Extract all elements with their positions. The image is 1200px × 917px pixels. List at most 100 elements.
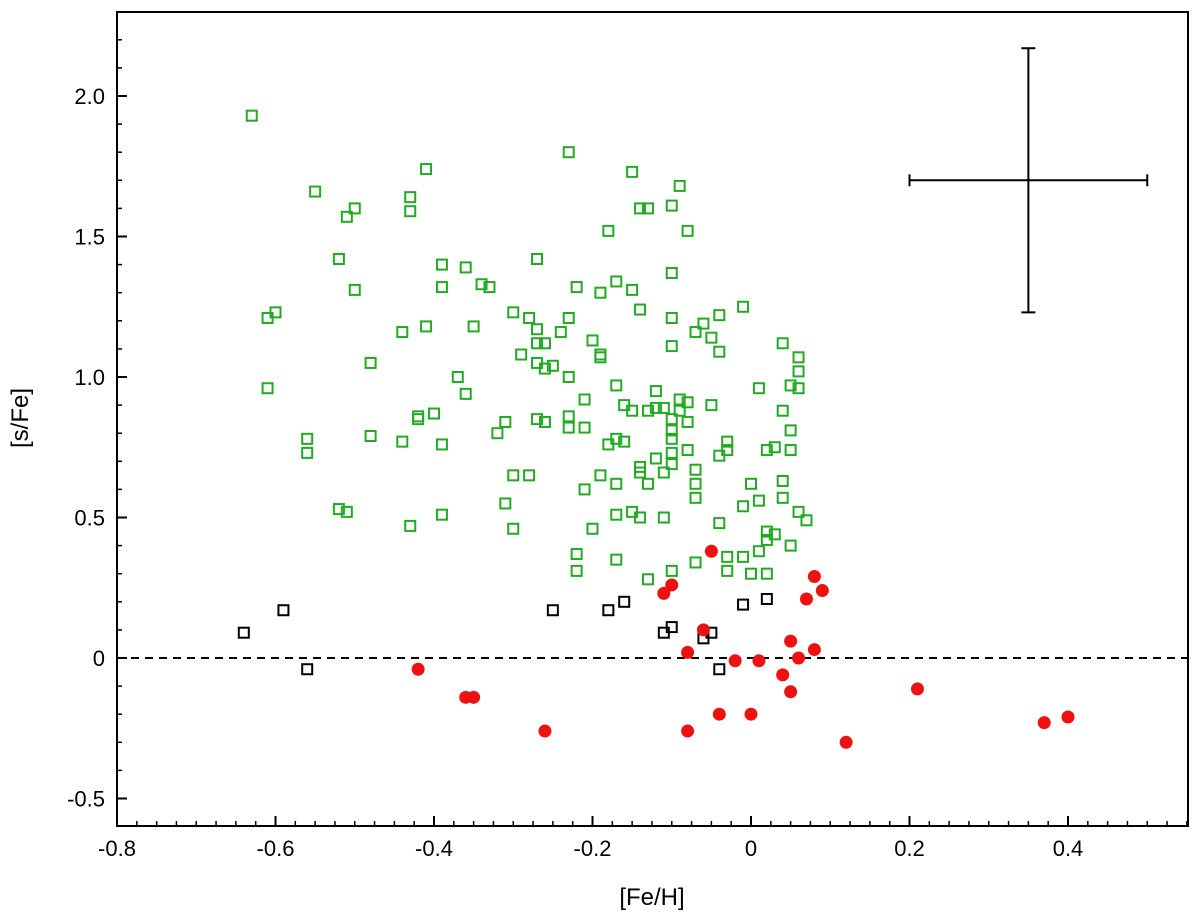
data-point bbox=[665, 446, 678, 459]
data-point bbox=[665, 621, 678, 634]
data-point bbox=[499, 497, 512, 510]
data-point bbox=[673, 393, 686, 406]
data-point bbox=[713, 663, 726, 676]
x-tick-label: -0.2 bbox=[574, 836, 612, 861]
data-point bbox=[696, 623, 710, 637]
data-point bbox=[681, 396, 694, 409]
data-point bbox=[776, 337, 789, 350]
data-point bbox=[704, 544, 718, 558]
data-point bbox=[807, 570, 821, 584]
x-tick-label: 0 bbox=[745, 836, 757, 861]
data-point bbox=[602, 604, 615, 617]
data-point bbox=[807, 643, 821, 657]
data-point bbox=[784, 444, 797, 457]
data-point bbox=[634, 511, 647, 524]
y-tick-label: 0 bbox=[93, 646, 105, 671]
data-point bbox=[713, 345, 726, 358]
y-tick-label: 2.0 bbox=[74, 84, 105, 109]
data-point bbox=[451, 371, 464, 383]
data-point bbox=[705, 399, 718, 412]
data-point bbox=[673, 179, 686, 192]
data-point bbox=[784, 634, 798, 648]
data-point bbox=[768, 441, 781, 454]
data-point bbox=[412, 413, 425, 426]
data-point bbox=[665, 578, 679, 592]
data-point bbox=[681, 444, 694, 457]
data-point bbox=[713, 517, 726, 530]
data-point bbox=[531, 337, 544, 350]
data-point bbox=[475, 278, 488, 291]
data-point bbox=[815, 584, 829, 598]
data-point bbox=[721, 564, 734, 577]
data-point bbox=[800, 514, 813, 527]
data-point bbox=[634, 466, 647, 479]
data-point bbox=[261, 382, 274, 395]
data-point bbox=[610, 275, 623, 288]
data-point bbox=[641, 404, 654, 417]
data-point bbox=[435, 508, 448, 521]
data-point bbox=[713, 309, 726, 322]
data-point bbox=[705, 331, 718, 344]
data-point bbox=[245, 109, 258, 122]
data-point bbox=[626, 165, 639, 178]
y-axis-title: [s/Fe] bbox=[7, 388, 34, 448]
data-point bbox=[784, 685, 798, 699]
data-point bbox=[649, 401, 662, 414]
x-tick-label: 0.2 bbox=[894, 836, 925, 861]
data-point bbox=[277, 604, 290, 617]
data-point bbox=[776, 668, 790, 682]
data-point bbox=[760, 444, 773, 457]
data-point bbox=[602, 224, 615, 237]
data-point bbox=[562, 311, 575, 324]
x-axis-title: [Fe/H] bbox=[619, 884, 684, 911]
data-point bbox=[570, 548, 583, 561]
data-point bbox=[396, 326, 409, 339]
data-point bbox=[689, 477, 702, 490]
data-point bbox=[348, 283, 361, 296]
data-point bbox=[538, 362, 551, 375]
data-point bbox=[301, 663, 314, 676]
data-point bbox=[340, 505, 353, 518]
data-point bbox=[467, 320, 480, 333]
data-point bbox=[665, 199, 678, 212]
data-point bbox=[348, 202, 361, 215]
data-point bbox=[673, 404, 686, 417]
data-point bbox=[269, 306, 282, 319]
error-bar bbox=[908, 47, 1149, 314]
data-point bbox=[634, 303, 647, 316]
data-point bbox=[657, 511, 670, 524]
data-point bbox=[799, 592, 813, 606]
data-point bbox=[776, 404, 789, 417]
data-point bbox=[618, 435, 631, 448]
data-point bbox=[562, 410, 575, 423]
data-point bbox=[737, 500, 750, 513]
data-point bbox=[1037, 716, 1051, 730]
data-point bbox=[634, 202, 647, 215]
data-point bbox=[554, 326, 567, 339]
data-point bbox=[626, 283, 639, 296]
data-point bbox=[737, 550, 750, 563]
data-point bbox=[531, 252, 544, 265]
y-tick-label: 0.5 bbox=[74, 506, 105, 531]
data-point bbox=[776, 474, 789, 487]
data-point bbox=[665, 458, 678, 471]
x-tick-label: 0.4 bbox=[1053, 836, 1084, 861]
data-point bbox=[752, 545, 765, 558]
data-point bbox=[721, 435, 734, 448]
data-point bbox=[531, 323, 544, 336]
data-point bbox=[752, 494, 765, 507]
data-point bbox=[721, 550, 734, 563]
data-point bbox=[301, 432, 314, 445]
data-point bbox=[610, 477, 623, 490]
data-point bbox=[745, 567, 757, 580]
data-point bbox=[570, 281, 583, 294]
data-point bbox=[792, 651, 806, 665]
axis-ticks bbox=[116, 10, 1188, 826]
data-point bbox=[665, 311, 678, 324]
data-point bbox=[586, 522, 599, 535]
data-point bbox=[586, 334, 599, 347]
data-point bbox=[420, 320, 433, 333]
data-point bbox=[420, 163, 433, 176]
data-point bbox=[760, 525, 773, 538]
data-point bbox=[515, 348, 528, 361]
